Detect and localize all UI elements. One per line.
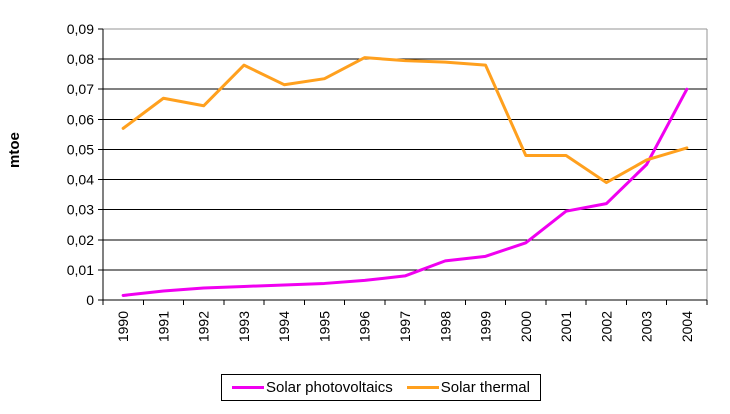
svg-text:0,09: 0,09 — [67, 21, 94, 37]
svg-text:0,02: 0,02 — [67, 232, 94, 248]
svg-text:1999: 1999 — [478, 311, 494, 342]
legend-item-solar-thermal: Solar thermal — [406, 379, 530, 396]
svg-text:1993: 1993 — [236, 311, 252, 342]
svg-text:1995: 1995 — [316, 311, 332, 342]
svg-text:1991: 1991 — [155, 311, 171, 342]
legend: Solar photovoltaics Solar thermal — [221, 374, 541, 401]
solar-thermal-line-swatch — [406, 386, 439, 389]
svg-text:1990: 1990 — [115, 311, 131, 342]
svg-text:0,04: 0,04 — [67, 172, 94, 188]
series-line-1 — [121, 56, 689, 185]
svg-text:0,01: 0,01 — [67, 262, 94, 278]
svg-text:0,08: 0,08 — [67, 51, 94, 67]
solar-photovoltaics-line-swatch — [232, 386, 264, 389]
y-axis-title: mtoe — [6, 132, 23, 168]
svg-text:2000: 2000 — [518, 311, 534, 342]
svg-text:1994: 1994 — [276, 311, 292, 342]
svg-text:0,06: 0,06 — [67, 111, 94, 127]
svg-text:1998: 1998 — [437, 311, 453, 342]
svg-text:0: 0 — [86, 292, 94, 308]
legend-item-solar-photovoltaics: Solar photovoltaics — [232, 379, 393, 396]
svg-text:2001: 2001 — [558, 311, 574, 342]
svg-text:0,03: 0,03 — [67, 202, 94, 218]
svg-text:1996: 1996 — [357, 311, 373, 342]
svg-text:0,07: 0,07 — [67, 81, 94, 97]
svg-text:1997: 1997 — [397, 311, 413, 342]
legend-label-solar-photovoltaics: Solar photovoltaics — [266, 379, 393, 396]
legend-label-solar-thermal: Solar thermal — [440, 379, 530, 396]
svg-text:0,05: 0,05 — [67, 141, 94, 157]
svg-text:2004: 2004 — [679, 311, 695, 342]
series-line-0 — [121, 87, 689, 297]
svg-text:2002: 2002 — [598, 311, 614, 342]
svg-text:2003: 2003 — [639, 311, 655, 342]
svg-text:1992: 1992 — [196, 311, 212, 342]
